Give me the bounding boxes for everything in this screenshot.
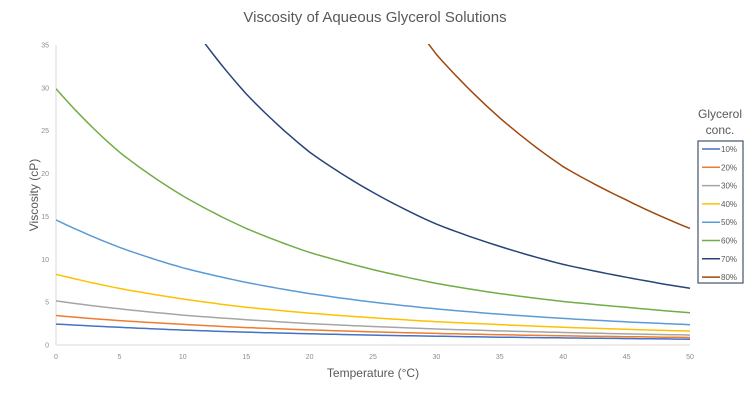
series-lines [56, 44, 691, 340]
y-tick-label: 20 [41, 171, 49, 178]
series-line-20pct [56, 314, 691, 339]
legend-label: 10% [721, 145, 737, 154]
y-tick-label: 10 [41, 257, 49, 264]
series-line-10pct [56, 323, 691, 340]
x-tick-label: 50 [686, 354, 694, 361]
series-line-80pct [427, 44, 691, 230]
y-tick-label: 25 [41, 128, 49, 135]
chart-title: Viscosity of Aqueous Glycerol Solutions [243, 9, 506, 26]
y-axis-title: Viscosity (cP) [27, 159, 41, 231]
y-tick-label: 35 [41, 43, 49, 50]
x-tick-label: 35 [496, 354, 504, 361]
axes: 0 5 10 15 20 25 30 35 0 5 10 15 20 25 30 35 40 45 50 [41, 43, 694, 362]
series-line-50pct [56, 219, 691, 326]
legend-label: 20% [721, 163, 737, 172]
legend: 10% 20% 30% 40% 50% 60% 70% 80% [697, 140, 744, 284]
legend-title-line2: conc. [706, 123, 735, 137]
x-tick-label: 45 [623, 354, 631, 361]
y-tick-label: 0 [45, 343, 49, 350]
legend-label: 40% [721, 200, 737, 209]
x-tick-label: 25 [369, 354, 377, 361]
x-tick-label: 5 [117, 354, 121, 361]
series-line-70pct [204, 44, 691, 290]
x-tick-label: 20 [306, 354, 314, 361]
x-tick-label: 0 [54, 354, 58, 361]
legend-label: 30% [721, 182, 737, 191]
y-tick-label: 5 [45, 300, 49, 307]
x-tick-label: 15 [242, 354, 250, 361]
legend-title-line1: Glycerol [698, 107, 742, 121]
x-tick-label: 10 [179, 354, 187, 361]
x-tick-label: 30 [433, 354, 441, 361]
y-tick-label: 30 [41, 85, 49, 92]
legend-label: 80% [721, 273, 737, 282]
legend-label: 60% [721, 237, 737, 246]
x-axis-title: Temperature (°C) [327, 366, 419, 380]
legend-label: 70% [721, 255, 737, 264]
x-tick-label: 40 [559, 354, 567, 361]
series-line-60pct [56, 88, 691, 314]
series-line-40pct [56, 273, 691, 332]
series-line-30pct [56, 300, 691, 336]
legend-label: 50% [721, 218, 737, 227]
y-tick-label: 15 [41, 214, 49, 221]
